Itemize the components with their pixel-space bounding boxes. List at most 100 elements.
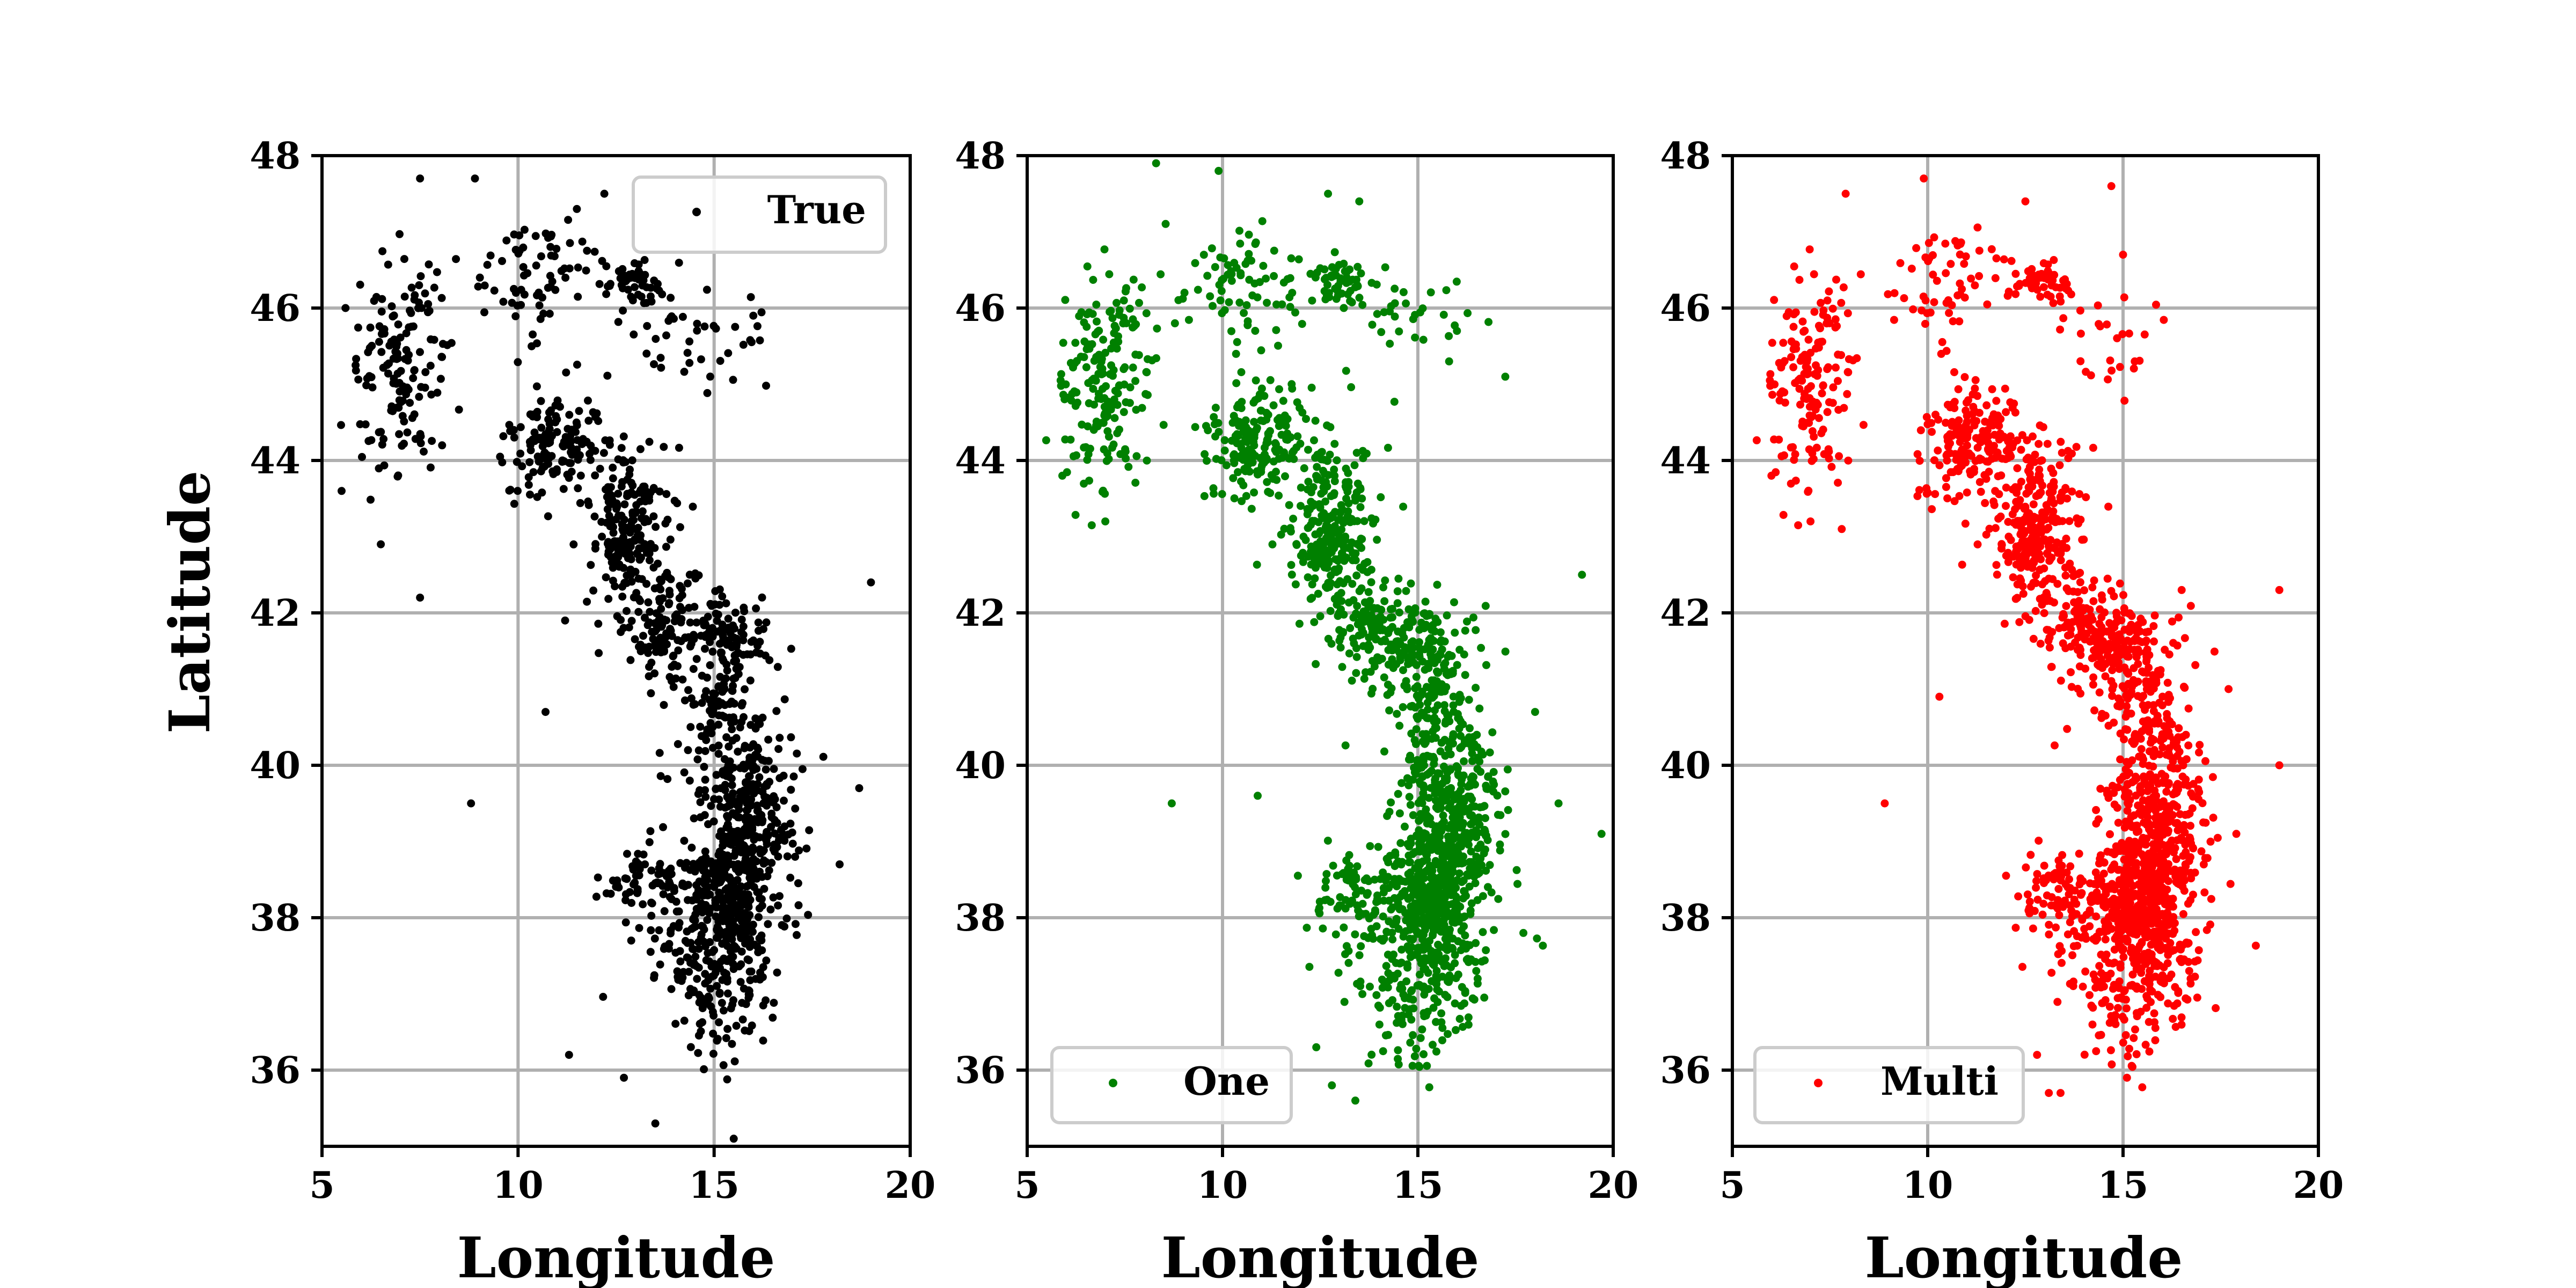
data-point	[1394, 637, 1402, 646]
data-point	[739, 340, 748, 349]
data-point	[774, 901, 782, 910]
data-point	[544, 415, 553, 423]
data-point	[1789, 323, 1798, 331]
data-point	[1464, 1020, 1473, 1029]
data-point	[1366, 842, 1374, 851]
data-point	[1161, 219, 1170, 228]
data-point	[727, 774, 736, 783]
data-point	[1431, 706, 1439, 714]
data-point	[1359, 642, 1367, 650]
data-point	[1153, 324, 1161, 333]
data-point	[1272, 475, 1281, 484]
data-point	[529, 330, 537, 339]
data-point	[1435, 882, 1443, 890]
x-tick-label: 15	[1393, 1164, 1444, 1207]
data-point	[774, 745, 783, 753]
data-point	[734, 904, 743, 913]
data-point	[1913, 492, 1922, 500]
data-point	[1379, 936, 1387, 945]
data-point	[690, 814, 698, 823]
data-point	[1411, 901, 1419, 910]
data-point	[562, 368, 570, 377]
data-point	[670, 617, 679, 626]
data-point	[1382, 854, 1391, 863]
data-point	[1066, 358, 1075, 367]
data-point	[1338, 663, 1346, 671]
data-point	[1442, 670, 1451, 678]
data-point	[772, 803, 781, 811]
data-point	[743, 650, 751, 658]
data-point	[1330, 248, 1339, 257]
data-point	[1203, 272, 1212, 280]
data-point	[510, 433, 518, 442]
data-point	[1935, 461, 1944, 470]
data-point	[416, 348, 424, 356]
data-point	[1426, 650, 1435, 658]
data-point	[1360, 675, 1368, 683]
data-point	[1100, 245, 1109, 254]
data-point	[1824, 445, 1833, 453]
data-point	[1432, 833, 1441, 841]
data-point	[467, 799, 475, 808]
data-point	[1452, 1026, 1460, 1034]
data-point	[1457, 743, 1466, 751]
data-point	[1097, 357, 1106, 366]
data-point	[575, 407, 583, 415]
data-point	[2165, 650, 2174, 658]
data-point	[667, 926, 675, 934]
data-point	[1479, 928, 1487, 936]
data-point	[1431, 912, 1439, 920]
data-point	[639, 632, 647, 640]
data-point	[568, 451, 576, 459]
data-point	[647, 911, 656, 920]
legend-label-true: True	[767, 187, 866, 232]
data-point	[1225, 298, 1233, 306]
data-point	[584, 416, 593, 425]
data-point	[546, 243, 555, 251]
data-point	[1326, 607, 1335, 615]
data-point	[2011, 290, 2020, 298]
data-point	[2095, 652, 2103, 660]
data-point	[1184, 316, 1193, 324]
data-point	[1958, 560, 1966, 569]
data-point	[352, 361, 360, 369]
data-point	[723, 1024, 732, 1033]
data-point	[1408, 1062, 1417, 1070]
data-point	[1991, 524, 2000, 532]
data-point	[641, 270, 649, 279]
data-point	[1482, 785, 1491, 793]
data-point	[337, 421, 345, 429]
data-point	[1157, 270, 1165, 279]
data-point	[1285, 293, 1294, 302]
data-point	[1415, 816, 1423, 825]
y-tick-label: 38	[250, 897, 301, 940]
data-point	[700, 925, 708, 934]
data-point	[755, 894, 764, 903]
data-point	[1451, 999, 1459, 1008]
data-point	[712, 771, 721, 779]
data-point	[1113, 401, 1122, 409]
data-point	[724, 349, 733, 357]
data-point	[1993, 449, 2002, 457]
data-point	[1270, 246, 1278, 255]
data-point	[735, 845, 743, 853]
data-point	[747, 638, 756, 646]
data-point	[1424, 641, 1432, 649]
data-point	[1352, 669, 1360, 677]
data-point	[739, 631, 748, 639]
data-point	[1062, 380, 1070, 389]
data-point	[2012, 488, 2021, 496]
data-point	[2048, 575, 2057, 583]
data-point	[1206, 292, 1214, 301]
data-point	[614, 267, 623, 275]
data-point	[708, 948, 717, 956]
data-point	[544, 283, 552, 292]
data-point	[669, 652, 677, 661]
data-point	[602, 485, 610, 494]
data-point	[578, 237, 587, 246]
data-point	[1283, 275, 1292, 283]
x-axis-label: Longitude	[457, 1225, 775, 1288]
data-point	[724, 854, 733, 862]
data-point	[1094, 390, 1103, 398]
data-point	[1993, 570, 2001, 579]
